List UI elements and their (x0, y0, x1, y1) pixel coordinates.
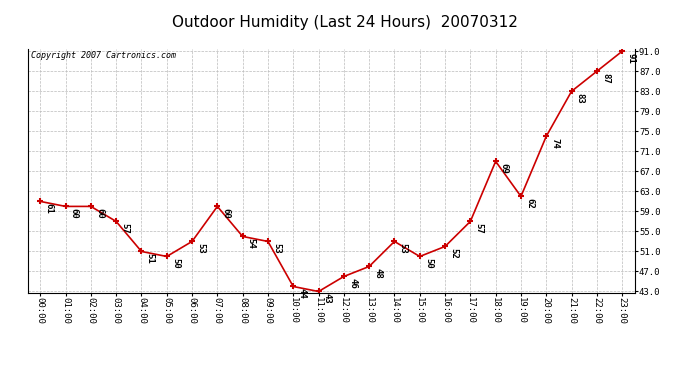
Text: 52: 52 (449, 248, 458, 259)
Text: 51: 51 (146, 253, 155, 264)
Text: 60: 60 (95, 208, 104, 219)
Text: 57: 57 (475, 223, 484, 234)
Text: 53: 53 (399, 243, 408, 254)
Text: 44: 44 (297, 288, 306, 298)
Text: 87: 87 (601, 73, 610, 83)
Text: 60: 60 (70, 208, 79, 219)
Text: 91: 91 (627, 53, 635, 63)
Text: 46: 46 (348, 278, 357, 289)
Text: 43: 43 (323, 293, 332, 304)
Text: 57: 57 (120, 223, 129, 234)
Text: 53: 53 (272, 243, 281, 254)
Text: 60: 60 (221, 208, 230, 219)
Text: 54: 54 (247, 238, 256, 249)
Text: Copyright 2007 Cartronics.com: Copyright 2007 Cartronics.com (30, 51, 176, 60)
Text: 69: 69 (500, 163, 509, 174)
Text: 62: 62 (525, 198, 534, 208)
Text: 83: 83 (575, 93, 584, 104)
Text: 53: 53 (196, 243, 205, 254)
Text: 48: 48 (373, 268, 382, 279)
Text: 50: 50 (171, 258, 180, 268)
Text: 74: 74 (551, 138, 560, 148)
Text: Outdoor Humidity (Last 24 Hours)  20070312: Outdoor Humidity (Last 24 Hours) 2007031… (172, 15, 518, 30)
Text: 50: 50 (424, 258, 433, 268)
Text: 61: 61 (44, 203, 53, 213)
